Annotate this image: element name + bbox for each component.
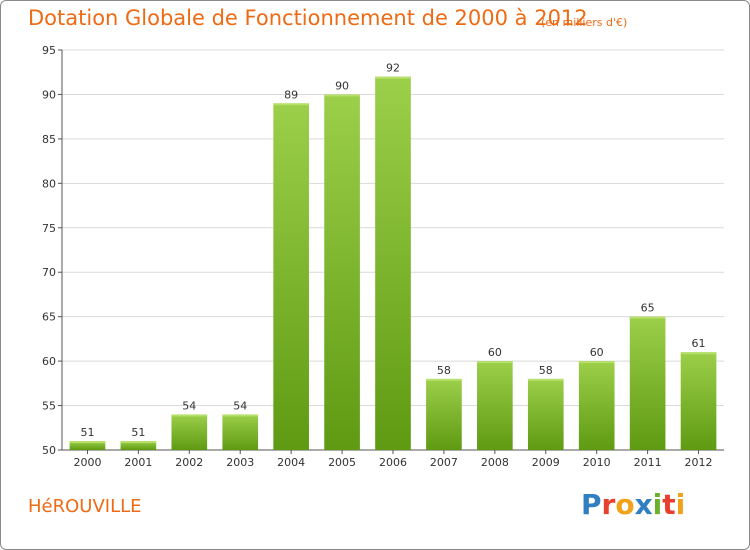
y-tick-label: 85 [42, 133, 56, 146]
y-tick-label: 70 [42, 266, 56, 279]
commune-name: HéROUVILLE [28, 496, 142, 517]
data-label: 54 [233, 399, 247, 412]
x-tick-label: 2010 [583, 456, 611, 469]
bars [69, 76, 717, 451]
y-tick-label: 50 [42, 444, 56, 457]
y-tick-label: 65 [42, 311, 56, 324]
chart-subtitle: (en milliers d'€) [541, 16, 628, 29]
bar-top-edge [680, 352, 717, 355]
bar [527, 378, 564, 450]
bar [578, 361, 615, 450]
bar-top-edge [69, 441, 106, 444]
data-label: 92 [386, 62, 400, 75]
bar [477, 361, 513, 450]
data-label: 58 [437, 364, 451, 377]
data-label: 90 [335, 79, 349, 92]
bar [69, 441, 106, 450]
bar [680, 352, 717, 450]
x-tick-label: 2007 [430, 456, 458, 469]
x-tick-label: 2011 [634, 456, 662, 469]
bar [426, 378, 462, 450]
bar [120, 441, 157, 450]
x-tick-label: 2002 [175, 456, 203, 469]
data-label: 54 [182, 399, 196, 412]
chart-title: Dotation Globale de Fonctionnement de 20… [28, 6, 588, 30]
y-tick-label: 60 [42, 355, 56, 368]
bar-top-edge [375, 76, 411, 79]
data-label: 51 [80, 426, 94, 439]
bar-top-edge [629, 316, 666, 319]
proxiti-logo: Proxiti [581, 488, 686, 521]
x-tick-label: 2005 [328, 456, 356, 469]
bar [222, 414, 259, 450]
bar [171, 414, 208, 450]
bar [273, 103, 309, 450]
bar-top-edge [324, 94, 360, 97]
bar-top-edge [273, 103, 309, 106]
bar-top-edge [578, 361, 615, 364]
data-label: 60 [590, 346, 604, 359]
x-tick-label: 2003 [226, 456, 254, 469]
bar [375, 76, 411, 451]
data-label: 61 [692, 337, 706, 350]
data-label: 89 [284, 88, 298, 101]
y-tick-label: 75 [42, 222, 56, 235]
x-tick-label: 2008 [481, 456, 509, 469]
data-label: 65 [641, 302, 655, 315]
bar-top-edge [527, 378, 564, 381]
bar-top-edge [222, 414, 259, 417]
bar [324, 94, 360, 450]
bar [629, 316, 666, 450]
bar-top-edge [477, 361, 513, 364]
y-tick-label: 80 [42, 177, 56, 190]
x-tick-label: 2001 [124, 456, 152, 469]
bar-top-edge [120, 441, 157, 444]
y-tick-label: 90 [42, 88, 56, 101]
labels: 50 55 60 65 70 75 80 85 90 95 51 2000 51 2001 54 2002 54… [42, 44, 713, 469]
bar-top-edge [426, 378, 462, 381]
bar-top-edge [171, 414, 208, 417]
x-tick-label: 2012 [685, 456, 713, 469]
data-label: 51 [131, 426, 145, 439]
data-label: 58 [539, 364, 553, 377]
data-label: 60 [488, 346, 502, 359]
x-tick-label: 2000 [73, 456, 101, 469]
x-tick-label: 2009 [532, 456, 560, 469]
x-tick-label: 2004 [277, 456, 305, 469]
y-tick-label: 95 [42, 44, 56, 57]
x-tick-label: 2006 [379, 456, 407, 469]
y-tick-label: 55 [42, 400, 56, 413]
